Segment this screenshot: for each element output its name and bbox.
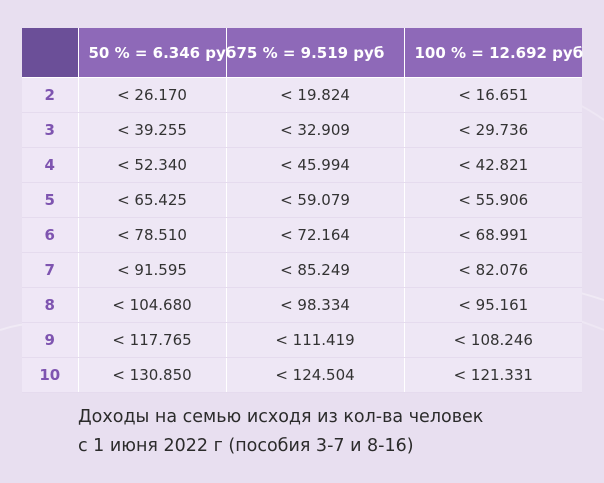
income-50-cell: < 78.510 [77, 217, 226, 253]
header-50-percent: 50 % = 6.346 руб [77, 28, 236, 78]
caption: Доходы на семью исходя из кол-ва человек… [78, 403, 483, 461]
income-75-cell: < 85.249 [225, 252, 404, 288]
income-50-cell: < 26.170 [77, 77, 226, 113]
income-100-cell: < 68.991 [403, 217, 582, 253]
table-row: 3 < 39.255 < 32.909 < 29.736 [22, 112, 582, 148]
header-corner-cell [22, 28, 78, 78]
family-size-cell: 9 [22, 322, 78, 358]
income-50-cell: < 39.255 [77, 112, 226, 148]
family-size-cell: 5 [22, 182, 78, 218]
income-100-cell: < 82.076 [403, 252, 582, 288]
income-50-cell: < 52.340 [77, 147, 226, 183]
header-100-percent: 100 % = 12.692 руб [403, 28, 583, 78]
family-size-cell: 4 [22, 147, 78, 183]
family-size-cell: 3 [22, 112, 78, 148]
income-100-cell: < 16.651 [403, 77, 582, 113]
income-100-cell: < 29.736 [403, 112, 582, 148]
table-row: 9 < 117.765 < 111.419 < 108.246 [22, 322, 582, 358]
income-75-cell: < 72.164 [225, 217, 404, 253]
table-row: 7 < 91.595 < 85.249 < 82.076 [22, 252, 582, 288]
income-50-cell: < 91.595 [77, 252, 226, 288]
income-100-cell: < 55.906 [403, 182, 582, 218]
table-header-row: 50 % = 6.346 руб 75 % = 9.519 руб 100 % … [22, 28, 583, 78]
family-size-cell: 6 [22, 217, 78, 253]
family-size-cell: 7 [22, 252, 78, 288]
caption-line-2: с 1 июня 2022 г (пособия 3-7 и 8-16) [78, 436, 414, 456]
family-size-cell: 8 [22, 287, 78, 323]
income-75-cell: < 124.504 [225, 357, 404, 393]
table-row: 4 < 52.340 < 45.994 < 42.821 [22, 147, 582, 183]
income-50-cell: < 130.850 [77, 357, 226, 393]
benefits-table: 50 % = 6.346 руб 75 % = 9.519 руб 100 % … [22, 28, 583, 393]
family-size-cell: 10 [22, 357, 78, 393]
table-row: 6 < 78.510 < 72.164 < 68.991 [22, 217, 582, 253]
income-50-cell: < 117.765 [77, 322, 226, 358]
caption-line-1: Доходы на семью исходя из кол-ва человек [78, 407, 484, 427]
income-75-cell: < 45.994 [225, 147, 404, 183]
income-75-cell: < 111.419 [225, 322, 404, 358]
income-100-cell: < 108.246 [403, 322, 582, 358]
header-75-percent: 75 % = 9.519 руб [225, 28, 404, 78]
income-75-cell: < 59.079 [225, 182, 404, 218]
family-size-cell: 2 [22, 77, 78, 113]
table-row: 8 < 104.680 < 98.334 < 95.161 [22, 287, 582, 323]
income-100-cell: < 95.161 [403, 287, 582, 323]
income-50-cell: < 65.425 [77, 182, 226, 218]
income-50-cell: < 104.680 [77, 287, 226, 323]
table-row: 5 < 65.425 < 59.079 < 55.906 [22, 182, 582, 218]
table-row: 2 < 26.170 < 19.824 < 16.651 [22, 77, 582, 113]
income-100-cell: < 42.821 [403, 147, 582, 183]
table-row: 10 < 130.850 < 124.504 < 121.331 [22, 357, 582, 393]
income-75-cell: < 19.824 [225, 77, 404, 113]
income-75-cell: < 32.909 [225, 112, 404, 148]
income-75-cell: < 98.334 [225, 287, 404, 323]
income-100-cell: < 121.331 [403, 357, 582, 393]
